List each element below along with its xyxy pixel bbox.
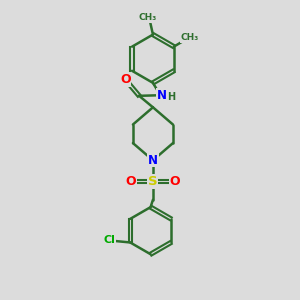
Text: CH₃: CH₃ (139, 13, 157, 22)
Text: CH₃: CH₃ (181, 33, 199, 42)
Text: S: S (148, 175, 158, 188)
Text: H: H (167, 92, 175, 102)
Text: Cl: Cl (103, 236, 116, 245)
Text: O: O (169, 175, 180, 188)
Text: N: N (148, 154, 158, 167)
Text: O: O (126, 175, 136, 188)
Text: O: O (120, 73, 131, 86)
Text: N: N (157, 89, 167, 102)
